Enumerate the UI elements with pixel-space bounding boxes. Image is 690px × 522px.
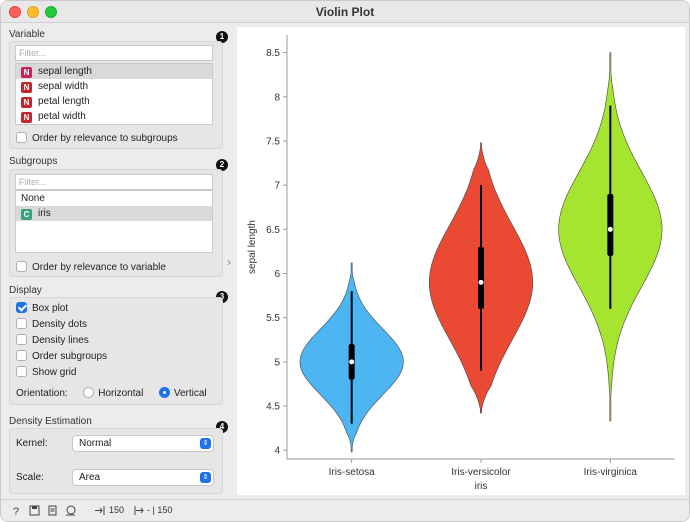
display-group-title: Display — [9, 285, 42, 296]
checkbox-box[interactable] — [16, 318, 27, 329]
orientation-row: Orientation: Horizontal Vertical — [16, 386, 207, 401]
checkbox-box[interactable] — [16, 302, 27, 313]
horizontal-radio[interactable] — [83, 387, 95, 398]
collapse-panel-icon[interactable]: › — [227, 255, 231, 269]
scale-select[interactable]: Area ⇕ — [72, 469, 214, 486]
vertical-radio[interactable] — [158, 387, 170, 398]
violin-chart[interactable]: 4 4.5 5 5.5 6 6.5 7 7.5 8 8.5 sepal length iris Iris… — [237, 27, 685, 495]
numeric-icon: N — [21, 112, 32, 123]
numeric-icon: N — [21, 67, 32, 78]
close-button[interactable] — [9, 6, 21, 18]
help-icon[interactable]: ? — [11, 505, 22, 516]
svg-text:?: ? — [13, 506, 19, 516]
plot-area[interactable]: 4 4.5 5 5.5 6 6.5 7 7.5 8 8.5 sepal length iris Iris… — [237, 27, 685, 495]
x-axis-label: iris — [475, 481, 488, 492]
box — [478, 247, 484, 309]
numeric-icon: N — [21, 82, 32, 93]
y-tick-label: 5.5 — [266, 313, 280, 324]
density-group-title: Density Estimation — [9, 416, 92, 427]
variable-group-title: Variable — [9, 29, 45, 40]
y-tick-label: 6 — [274, 269, 280, 280]
checkbox-box[interactable] — [16, 334, 27, 345]
zoom-button[interactable] — [45, 6, 57, 18]
chevron-updown-icon: ⇕ — [200, 438, 211, 449]
minimize-button[interactable] — [27, 6, 39, 18]
y-tick-label: 7 — [274, 181, 280, 192]
kernel-select[interactable]: Normal ⇕ — [72, 435, 214, 452]
subgroups-badge: 2 — [216, 159, 228, 171]
order-by-relevance-variable-checkbox[interactable]: Order by relevance to variable — [16, 260, 166, 275]
y-tick-label: 5 — [274, 357, 280, 368]
checkbox-box[interactable] — [16, 261, 27, 272]
status-bar: ? 150 - | 150 — [1, 499, 689, 521]
density-group: Kernel: Normal ⇕ Scale: Area ⇕ — [9, 428, 223, 494]
snail-icon[interactable] — [65, 505, 76, 516]
subgroups-group-title: Subgroups — [9, 156, 58, 167]
checkbox-box[interactable] — [16, 366, 27, 377]
save-icon[interactable] — [29, 505, 40, 516]
subgroups-filter-input[interactable]: Filter... — [15, 174, 213, 190]
checkbox-box[interactable] — [16, 350, 27, 361]
variable-filter-input[interactable]: Filter... — [15, 45, 213, 61]
categorical-icon: C — [21, 209, 32, 220]
y-tick-label: 8 — [274, 92, 280, 103]
y-tick-label: 7.5 — [266, 137, 280, 148]
x-tick-label: Iris-virginica — [584, 467, 638, 478]
input-icon — [95, 506, 105, 515]
box-plot-checkbox[interactable]: Box plot — [16, 301, 68, 316]
input-count: 150 — [109, 505, 125, 515]
x-tick-label: Iris-setosa — [329, 467, 376, 478]
median-point — [607, 226, 613, 232]
density-dots-checkbox[interactable]: Density dots — [16, 317, 87, 332]
y-tick-label: 8.5 — [266, 48, 280, 59]
checkbox-box[interactable] — [16, 132, 27, 143]
report-icon[interactable] — [47, 505, 58, 516]
box — [607, 194, 614, 256]
y-axis-label: sepal length — [247, 220, 258, 274]
vertical-label: Vertical — [173, 388, 207, 399]
median-point — [478, 279, 484, 285]
horizontal-label: Horizontal — [98, 388, 144, 399]
median-point — [349, 359, 355, 365]
window-title: Violin Plot — [315, 5, 375, 19]
subgroup-item-none[interactable]: None — [21, 193, 45, 204]
scale-label: Scale: — [16, 472, 44, 483]
order-subgroups-checkbox[interactable]: Order subgroups — [16, 349, 107, 364]
order-by-relevance-subgroups-checkbox[interactable]: Order by relevance to subgroups — [16, 131, 178, 146]
x-tick-label: Iris-versicolor — [451, 467, 511, 478]
show-grid-checkbox[interactable]: Show grid — [16, 365, 76, 380]
orientation-label: Orientation: — [16, 388, 68, 399]
y-tick-label: 4 — [274, 446, 280, 457]
y-tick-label: 6.5 — [266, 225, 280, 236]
variable-badge: 1 — [216, 31, 228, 43]
output-count: - | 150 — [147, 505, 173, 515]
kernel-label: Kernel: — [16, 438, 48, 449]
output-icon — [134, 506, 144, 515]
title-bar: Violin Plot — [1, 1, 689, 23]
density-lines-checkbox[interactable]: Density lines — [16, 333, 89, 348]
chevron-updown-icon: ⇕ — [200, 472, 211, 483]
display-group: Box plot Density dots Density lines Orde… — [9, 297, 223, 405]
y-tick-label: 4.5 — [266, 402, 280, 413]
numeric-icon: N — [21, 97, 32, 108]
